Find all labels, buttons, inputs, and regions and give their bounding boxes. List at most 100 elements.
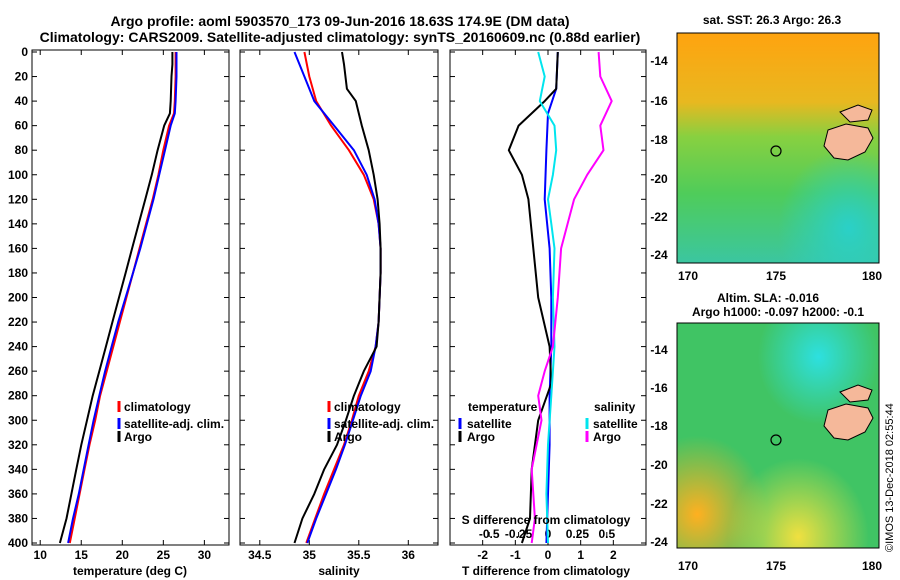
legend-label-satellite-adj: satellite-adj. clim. bbox=[124, 417, 224, 431]
sst-ytick: -14 bbox=[650, 54, 668, 68]
sst-map-title: sat. SST: 26.3 Argo: 26.3 bbox=[703, 13, 842, 27]
y-tick-label: 120 bbox=[8, 192, 28, 206]
fiji-island-shape bbox=[823, 403, 874, 441]
argo-location-marker bbox=[770, 145, 782, 157]
sst-ytick: -22 bbox=[650, 210, 668, 224]
sst-map-frame bbox=[676, 32, 880, 264]
sla-map-frame bbox=[676, 322, 880, 549]
x-tick-label: -1 bbox=[510, 548, 521, 562]
temperature-plot-frame bbox=[31, 49, 230, 546]
sla-ytick: -16 bbox=[650, 381, 668, 395]
sla-ytick: -20 bbox=[650, 458, 668, 472]
sst-xtick: 180 bbox=[862, 269, 882, 283]
y-tick-label: 140 bbox=[8, 217, 28, 231]
s-diff-tick-label: 0.5 bbox=[598, 527, 615, 541]
y-tick-label: 280 bbox=[8, 389, 28, 403]
sla-ytick: -22 bbox=[650, 497, 668, 511]
y-tick-label: 200 bbox=[8, 291, 28, 305]
y-tick-label: 40 bbox=[15, 94, 29, 108]
x-tick-label: 0 bbox=[545, 548, 552, 562]
sla-xtick: 170 bbox=[678, 559, 698, 573]
salinity-legend: climatology satellite-adj. clim. Argo bbox=[327, 400, 434, 444]
sst-map-ticks: -14 -16 -18 -20 -22 -24 170 175 180 bbox=[650, 54, 882, 283]
sla-ytick: -14 bbox=[650, 343, 668, 357]
series-line-argo bbox=[293, 51, 382, 544]
y-tick-label: 20 bbox=[15, 70, 29, 84]
fiji-island-shape bbox=[839, 104, 873, 123]
difference-panel: -2 -1 0 1 2-0.5 -0.25 0 0.25 0.5 temperature sat… bbox=[449, 49, 647, 578]
temperature-panel: 0 20 40 60 80 100 120 140 160 180 200 220 240 260 280 3… bbox=[8, 45, 230, 578]
sst-ytick: -24 bbox=[650, 248, 668, 262]
y-tick-label: 400 bbox=[8, 536, 28, 550]
legend-label-sal-satellite: satellite bbox=[593, 417, 638, 431]
figure-title-line2: Climatology: CARS2009. Satellite-adjuste… bbox=[40, 29, 641, 45]
figure-title-line1: Argo profile: aoml 5903570_173 09-Jun-20… bbox=[110, 13, 569, 29]
x-tick-label: 15 bbox=[75, 548, 89, 562]
x-tick-label: 35 bbox=[303, 548, 317, 562]
s-diff-tick-label: -0.5 bbox=[479, 527, 500, 541]
y-tick-label: 160 bbox=[8, 241, 28, 255]
legend-label-satellite-adj: satellite-adj. clim. bbox=[334, 417, 434, 431]
sst-ytick: -20 bbox=[650, 172, 668, 186]
difference-series bbox=[507, 51, 613, 544]
y-tick-label: 240 bbox=[8, 340, 28, 354]
x-tick-label: 30 bbox=[198, 548, 212, 562]
sla-xtick: 175 bbox=[766, 559, 786, 573]
sla-ytick: -18 bbox=[650, 419, 668, 433]
argo-location-marker bbox=[770, 434, 782, 446]
sla-map-title: Altim. SLA: -0.016 bbox=[717, 291, 819, 305]
salinity-xlabel: salinity bbox=[318, 564, 360, 578]
series-line-satellite-adj-clim- bbox=[67, 52, 178, 544]
x-tick-label: 1 bbox=[577, 548, 584, 562]
temperature-legend: climatology satellite-adj. clim. Argo bbox=[117, 400, 224, 444]
legend-label-argo: Argo bbox=[124, 430, 152, 444]
timestamp: ©IMOS 13-Dec-2018 02:55:44 bbox=[884, 403, 896, 552]
sla-ytick: -24 bbox=[650, 535, 668, 549]
legend-title-temperature: temperature bbox=[468, 400, 538, 414]
y-tick-label: 340 bbox=[8, 462, 28, 476]
sla-map-subtitle: Argo h1000: -0.097 h2000: -0.1 bbox=[692, 305, 864, 319]
sst-ytick: -16 bbox=[650, 94, 668, 108]
x-tick-label: 35.5 bbox=[347, 548, 371, 562]
sla-map-ticks: -14 -16 -18 -20 -22 -24 170 175 180 bbox=[650, 343, 882, 573]
x-tick-label: 25 bbox=[157, 548, 171, 562]
series-line-salinity-satellite bbox=[537, 51, 558, 544]
y-tick-label: 220 bbox=[8, 315, 28, 329]
x-tick-label: 36 bbox=[402, 548, 416, 562]
legend-label-sal-argo: Argo bbox=[593, 430, 621, 444]
y-tick-label: 360 bbox=[8, 487, 28, 501]
y-tick-label: 180 bbox=[8, 266, 28, 280]
series-line-argo bbox=[58, 52, 174, 544]
salinity-panel: 34.5 35 35.5 36 climatology satellite-adj. … bbox=[239, 49, 439, 578]
difference-xlabel-top: S difference from climatology bbox=[462, 513, 631, 527]
y-tick-label: 260 bbox=[8, 364, 28, 378]
y-tick-label: 0 bbox=[21, 45, 28, 59]
y-tick-label: 80 bbox=[15, 143, 29, 157]
salinity-axis-ticks: 34.5 35 35.5 36 bbox=[240, 50, 438, 562]
temperature-xlabel: temperature (deg C) bbox=[73, 564, 187, 578]
series-line-salinity-argo bbox=[530, 51, 613, 544]
legend-label-argo: Argo bbox=[334, 430, 362, 444]
temperature-axis-ticks: 0 20 40 60 80 100 120 140 160 180 200 220 240 260 280 3… bbox=[8, 45, 229, 562]
legend-label-climatology: climatology bbox=[334, 400, 401, 414]
x-tick-label: 2 bbox=[610, 548, 617, 562]
y-tick-label: 320 bbox=[8, 438, 28, 452]
x-tick-label: 34.5 bbox=[248, 548, 272, 562]
series-line-temperature-satellite bbox=[543, 51, 559, 544]
x-tick-label: 10 bbox=[34, 548, 48, 562]
sst-ytick: -18 bbox=[650, 133, 668, 147]
difference-legend: temperature satellite Argo salinity sate… bbox=[458, 400, 638, 444]
x-tick-label: -2 bbox=[477, 548, 488, 562]
s-diff-tick-label: -0.25 bbox=[505, 527, 533, 541]
fiji-island-shape bbox=[839, 384, 873, 403]
sst-map-panel: sat. SST: 26.3 Argo: 26.3 bbox=[650, 13, 882, 283]
legend-label-temp-argo: Argo bbox=[467, 430, 495, 444]
legend-label-temp-satellite: satellite bbox=[467, 417, 512, 431]
legend-label-climatology: climatology bbox=[124, 400, 191, 414]
x-tick-label: 20 bbox=[116, 548, 130, 562]
sst-xtick: 170 bbox=[678, 269, 698, 283]
y-tick-label: 380 bbox=[8, 511, 28, 525]
temperature-series bbox=[58, 52, 178, 544]
series-line-temperature-argo bbox=[507, 51, 559, 544]
